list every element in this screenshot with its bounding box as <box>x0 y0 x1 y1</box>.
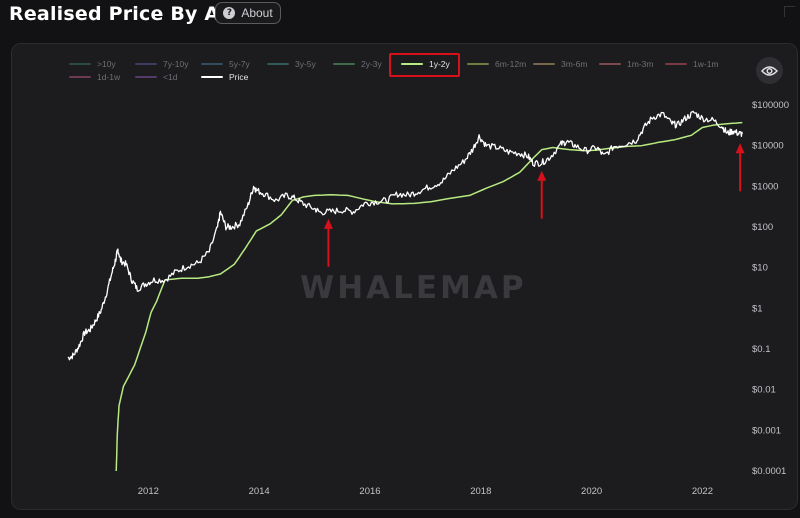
legend-label: 1d-1w <box>97 72 121 82</box>
annotation-arrow-head <box>323 218 333 229</box>
legend-swatch <box>333 63 355 65</box>
x-tick-label: 2020 <box>581 486 602 497</box>
legend-swatch <box>135 76 157 78</box>
y-tick-label: $0.001 <box>752 425 781 436</box>
y-tick-label: $0.01 <box>752 385 776 396</box>
legend-label: 3m-6m <box>561 59 588 69</box>
legend-label: 6m-12m <box>495 59 527 69</box>
legend-item[interactable]: 1d-1w <box>69 72 120 82</box>
legend-item[interactable]: Price <box>201 72 248 82</box>
legend-item[interactable]: 6m-12m <box>467 59 526 69</box>
legend-label: 2y-3y <box>361 59 382 69</box>
legend-highlight-box <box>389 53 460 77</box>
x-tick-label: 2018 <box>470 486 491 497</box>
legend-label: 1m-3m <box>627 59 654 69</box>
legend-label: 3y-5y <box>295 59 316 69</box>
y-tick-label: $100 <box>752 222 773 233</box>
legend-item[interactable]: >10y <box>69 59 116 69</box>
x-tick-label: 2012 <box>138 486 159 497</box>
legend-swatch <box>467 63 489 65</box>
legend-swatch <box>69 63 91 65</box>
legend-swatch <box>533 63 555 65</box>
legend-label: 7y-10y <box>163 59 189 69</box>
x-tick-label: 2014 <box>249 486 270 497</box>
legend-item[interactable]: 1y-2y <box>401 59 450 69</box>
y-tick-label: $1 <box>752 303 763 314</box>
realised-price-1y-2y-line <box>115 121 743 472</box>
legend-swatch <box>69 76 91 78</box>
corner-icon <box>784 6 795 17</box>
header-bar: Realised Price By Age ? About <box>0 0 800 36</box>
legend-item[interactable]: 1w-1m <box>665 59 719 69</box>
legend-item[interactable]: 1m-3m <box>599 59 653 69</box>
y-tick-label: $1000 <box>752 181 778 192</box>
legend-label: >10y <box>97 59 116 69</box>
annotation-arrow-head <box>735 143 745 154</box>
y-tick-label: $10000 <box>752 141 784 152</box>
legend-item[interactable]: 3m-6m <box>533 59 587 69</box>
about-button[interactable]: ? About <box>215 2 281 24</box>
y-tick-label: $0.0001 <box>752 466 786 477</box>
legend-label: 5y-7y <box>229 59 250 69</box>
legend-label: 1y-2y <box>429 59 450 69</box>
legend-swatch <box>135 63 157 65</box>
watermark: WHALEMAP <box>300 270 527 306</box>
legend-label: Price <box>229 72 249 82</box>
about-button-label: About <box>241 6 273 20</box>
legend-label: 1w-1m <box>693 59 719 69</box>
visibility-toggle-button[interactable] <box>756 57 783 84</box>
legend-label: <1d <box>163 72 178 82</box>
legend-swatch <box>201 76 223 78</box>
y-tick-label: $100000 <box>752 100 789 111</box>
chart-panel <box>11 43 798 510</box>
annotation-arrow-head <box>537 170 547 181</box>
x-tick-label: 2022 <box>692 486 713 497</box>
legend-item[interactable]: 3y-5y <box>267 59 316 69</box>
question-circle-icon: ? <box>223 7 236 19</box>
legend-swatch <box>665 63 687 65</box>
price-line <box>67 110 743 361</box>
page-title: Realised Price By Age <box>9 3 247 25</box>
legend-swatch <box>599 63 621 65</box>
legend-swatch <box>201 63 223 65</box>
x-tick-label: 2016 <box>359 486 380 497</box>
legend-swatch <box>267 63 289 65</box>
legend-item[interactable]: 2y-3y <box>333 59 382 69</box>
y-tick-label: $0.1 <box>752 344 771 355</box>
legend-item[interactable]: <1d <box>135 72 177 82</box>
legend-item[interactable]: 5y-7y <box>201 59 250 69</box>
legend-item[interactable]: 7y-10y <box>135 59 189 69</box>
eye-icon <box>761 65 778 76</box>
y-tick-label: $10 <box>752 263 768 274</box>
legend-swatch <box>401 63 423 65</box>
